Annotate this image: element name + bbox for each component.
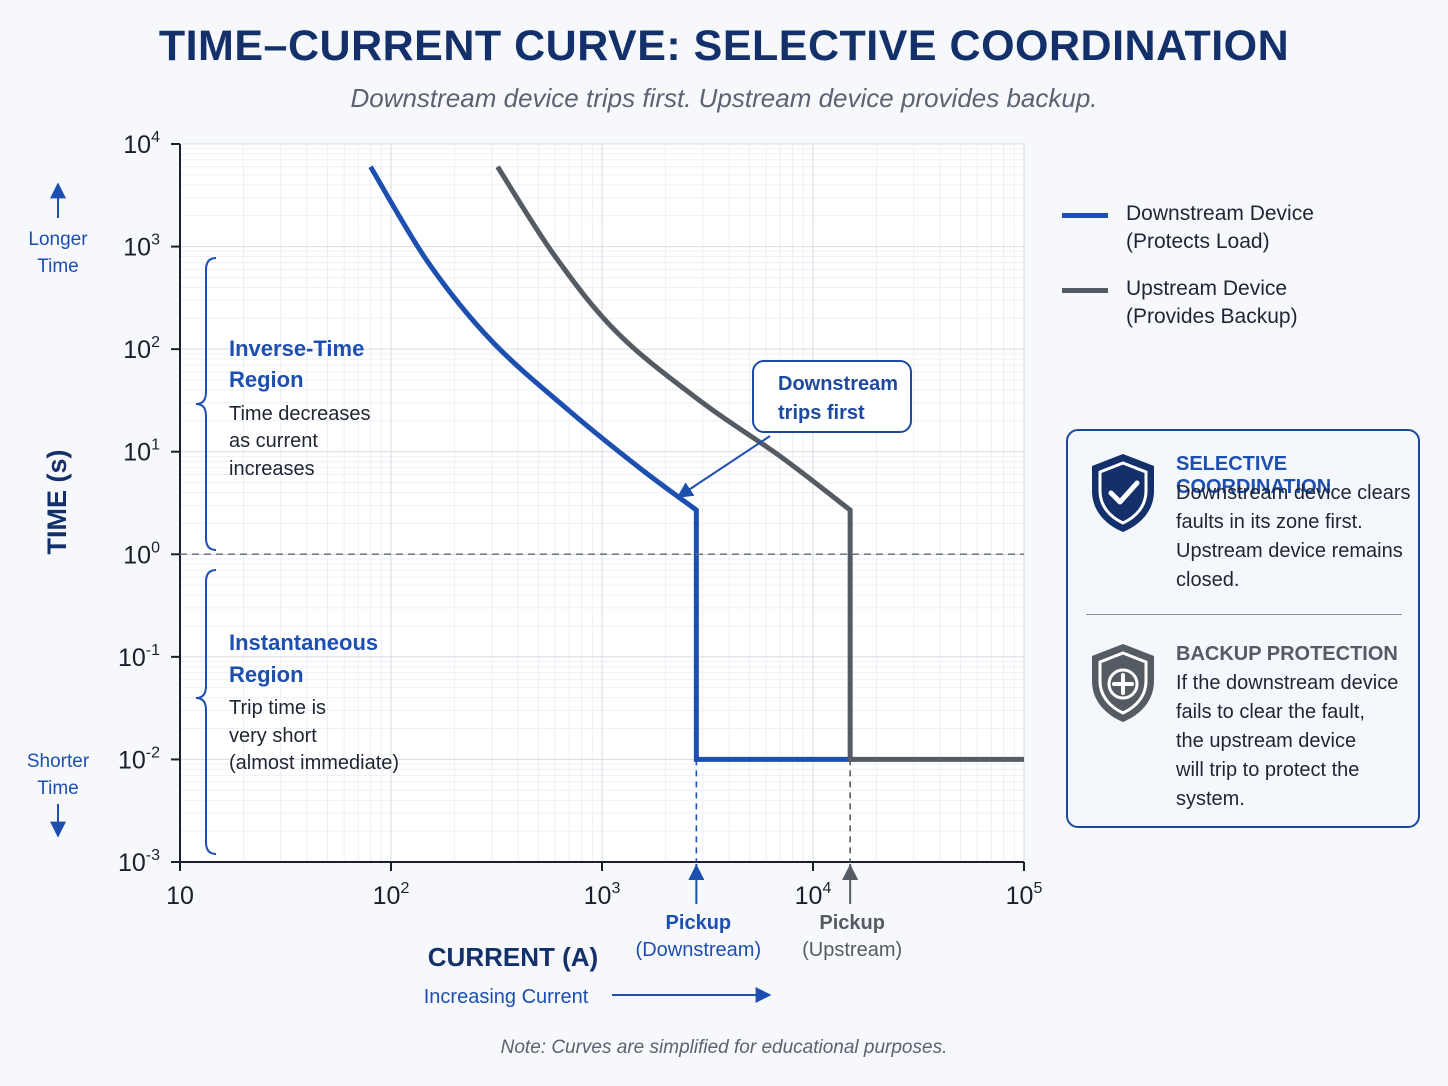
- pickup-label: Pickup: [819, 912, 885, 934]
- info-divider: [1086, 614, 1402, 615]
- callout-line-2: trips first: [778, 402, 865, 424]
- series: [368, 165, 1024, 762]
- instantaneous-region-title-1: Instantaneous: [229, 630, 378, 655]
- y-tick-label: 10-2: [118, 744, 160, 774]
- inverse-region-desc-3: increases: [229, 458, 315, 480]
- x-tick-label: 102: [373, 880, 410, 910]
- chart-subtitle: Downstream device trips first. Upstream …: [350, 83, 1098, 113]
- x-axis-label: CURRENT (A): [428, 942, 598, 972]
- backup-protection-heading: BACKUP PROTECTION: [1176, 643, 1398, 665]
- x-tick-label: 10: [166, 882, 194, 910]
- y-tick-label: 10-1: [118, 642, 160, 672]
- y-tick-label: 104: [123, 129, 160, 159]
- inverse-region-title-1: Inverse-Time: [229, 336, 364, 361]
- legend-sublabel-downstream: (Protects Load): [1126, 230, 1270, 253]
- y-tick-label: 102: [123, 334, 160, 364]
- x-tick-label: 104: [795, 880, 832, 910]
- downstream-curve: [368, 165, 854, 762]
- increasing-current-label: Increasing Current: [424, 986, 589, 1008]
- inverse-region-title-2: Region: [229, 367, 304, 392]
- backup-line-5: system.: [1176, 788, 1245, 810]
- shield-check-icon: [1092, 454, 1154, 532]
- pickup-arrow-head: [842, 864, 859, 880]
- instantaneous-region-bracket: [195, 569, 217, 855]
- x-tick-label: 105: [1006, 880, 1043, 910]
- pickup-label: Pickup: [666, 912, 732, 934]
- pickup-sublabel: (Upstream): [802, 939, 902, 961]
- selective-line-1: Downstream device clears: [1176, 482, 1411, 504]
- legend-swatch-upstream: [1062, 288, 1108, 293]
- inverse-region-desc-2: as current: [229, 430, 318, 452]
- footnote: Note: Curves are simplified for educatio…: [500, 1037, 948, 1058]
- callout-arrow: [676, 435, 771, 498]
- legend-swatch-downstream: [1062, 213, 1108, 218]
- legend-item-downstream: Downstream Device (Protects Load): [1062, 200, 1362, 275]
- instantaneous-region-desc-2: very short: [229, 725, 317, 747]
- longer-time-label-1: Longer: [28, 229, 88, 250]
- backup-line-1: If the downstream device: [1176, 672, 1399, 694]
- longer-time-label-2: Time: [37, 256, 79, 277]
- downstream-trips-first-callout: Downstream trips first: [752, 360, 912, 433]
- callout-line-1: Downstream: [778, 373, 899, 395]
- y-axis-label: TIME (s): [42, 450, 72, 555]
- y-tick-label: 100: [123, 539, 160, 569]
- inverse-region-bracket: [195, 257, 217, 551]
- selective-line-3: Upstream device remains: [1176, 540, 1403, 562]
- legend-sublabel-upstream: (Provides Backup): [1126, 305, 1298, 328]
- chart-title: TIME–CURRENT CURVE: SELECTIVE COORDINATI…: [158, 22, 1290, 70]
- upstream-curve: [495, 165, 1024, 762]
- shield-plus-icon: [1092, 644, 1154, 722]
- instantaneous-region-title-2: Region: [229, 662, 304, 687]
- coordination-info-panel: SELECTIVE COORDINATION Downstream device…: [1066, 429, 1420, 828]
- backup-line-2: fails to clear the fault,: [1176, 701, 1365, 723]
- y-tick-label: 10-3: [118, 847, 160, 877]
- pickup-sublabel: (Downstream): [636, 939, 762, 961]
- pickup-arrow-head: [688, 864, 705, 880]
- instantaneous-region-desc-3: (almost immediate): [229, 752, 399, 774]
- y-tick-label: 103: [123, 232, 160, 262]
- selective-line-2: faults in its zone first.: [1176, 511, 1363, 533]
- selective-line-4: closed.: [1176, 569, 1240, 591]
- inverse-region-desc-1: Time decreases: [229, 403, 371, 425]
- legend-label-downstream: Downstream Device: [1126, 202, 1314, 225]
- legend-item-upstream: Upstream Device (Provides Backup): [1062, 275, 1362, 350]
- instantaneous-region-desc-1: Trip time is: [229, 697, 326, 719]
- backup-protection-section: BACKUP PROTECTION If the downstream devi…: [1068, 621, 1418, 821]
- y-tick-label: 101: [123, 437, 160, 467]
- selective-coordination-heading: SELECTIVE COORDINATION: [1176, 453, 1332, 498]
- legend-label-upstream: Upstream Device: [1126, 277, 1288, 300]
- annotations: Pickup (Downstream) Pickup (Upstream): [180, 553, 1024, 961]
- backup-line-4: will trip to protect the: [1176, 759, 1360, 781]
- shorter-time-label-2: Time: [37, 778, 79, 799]
- x-tick-label: 103: [584, 880, 621, 910]
- legend: Downstream Device (Protects Load) Upstre…: [1062, 200, 1362, 350]
- backup-line-3: the upstream device: [1176, 730, 1357, 752]
- axes: 10 102 103 104 105 104 103 102 101 100 10-1 10-2 10-…: [118, 129, 1043, 910]
- shorter-time-label-1: Shorter: [27, 751, 90, 772]
- grid: [179, 143, 1025, 863]
- selective-coordination-section: SELECTIVE COORDINATION Downstream device…: [1068, 431, 1418, 614]
